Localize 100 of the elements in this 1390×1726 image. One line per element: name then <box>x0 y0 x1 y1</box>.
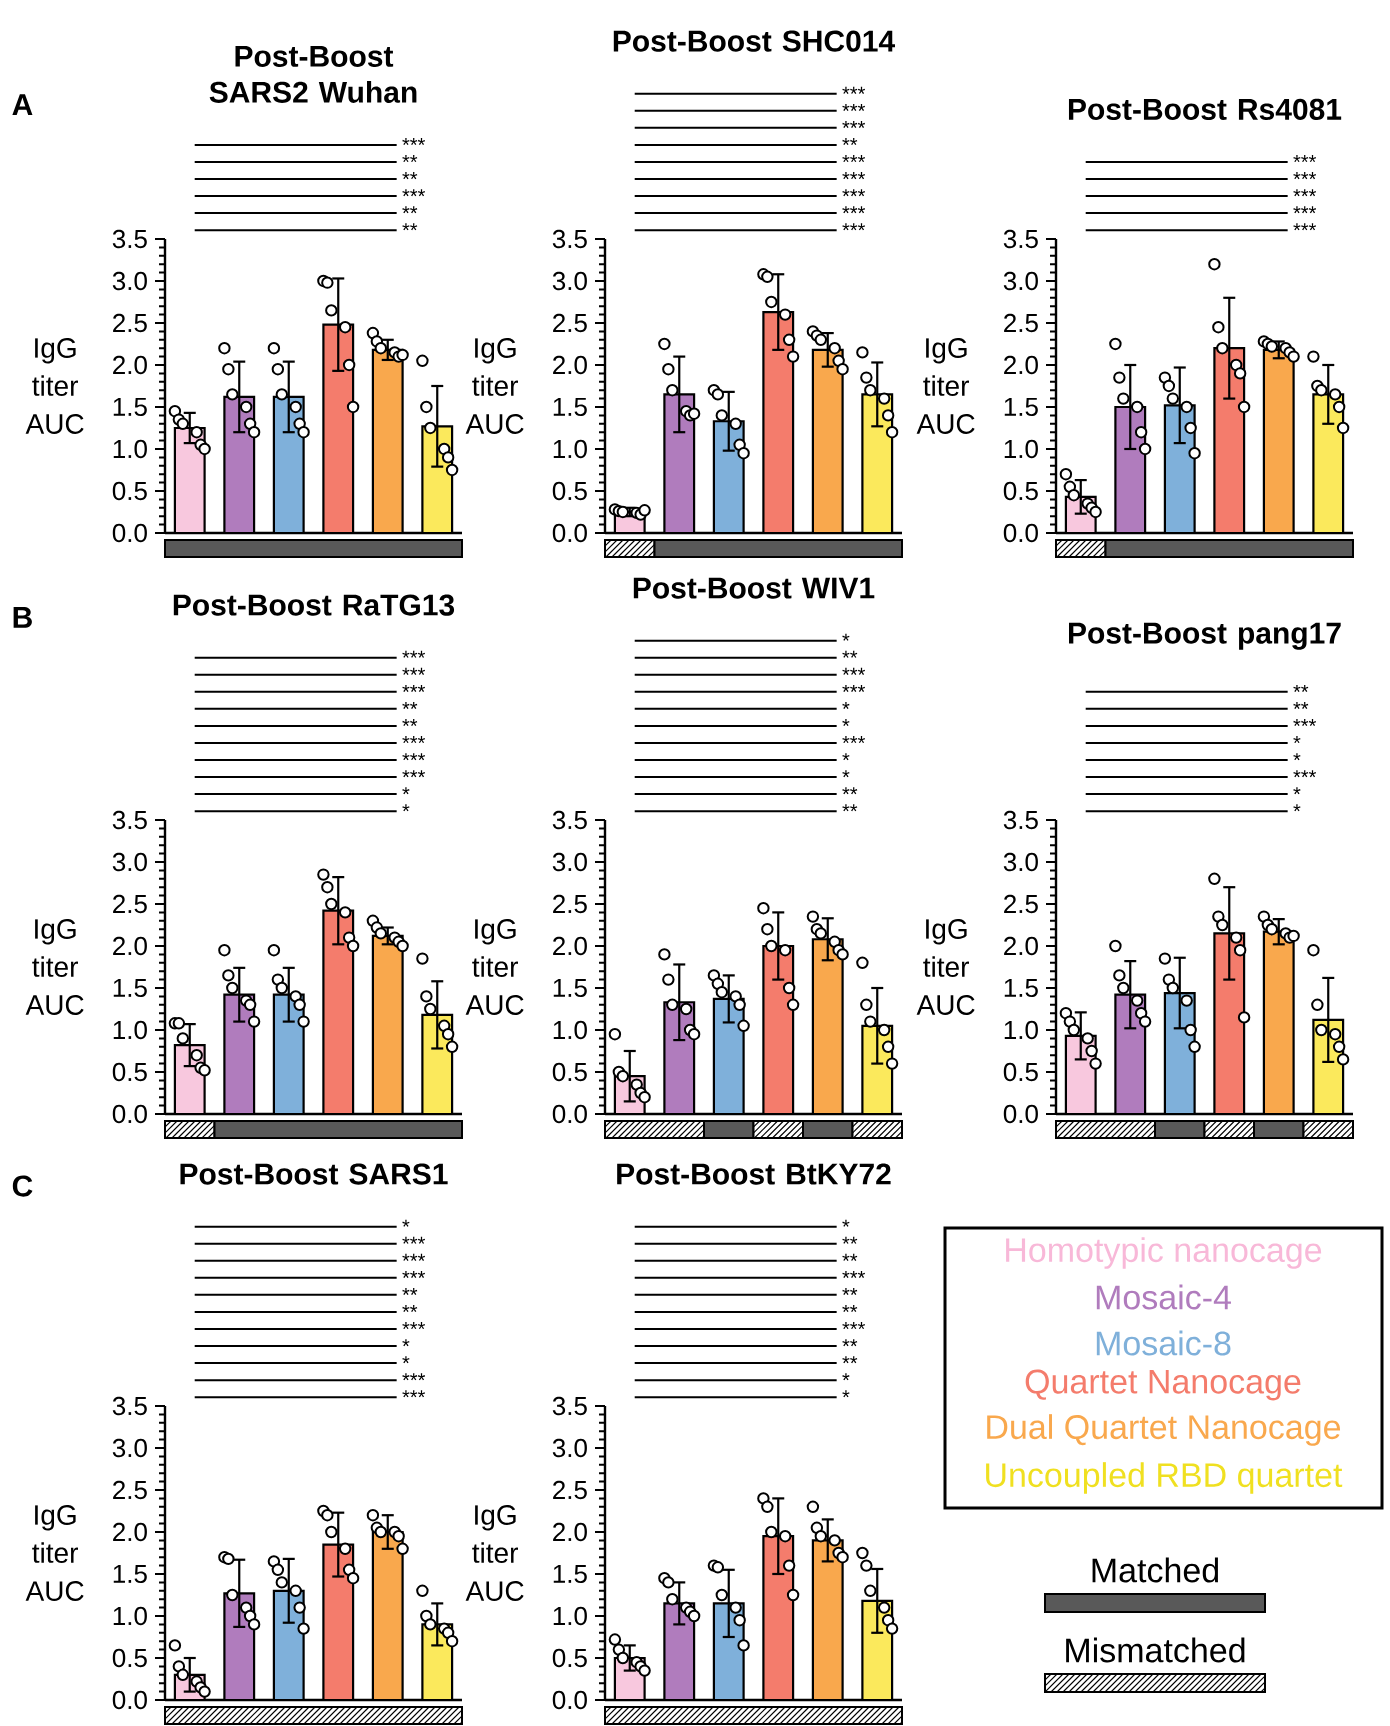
y-tick-label: 2.0 <box>553 355 587 375</box>
text: ** <box>842 804 858 812</box>
y-tick-label: 1.5 <box>553 978 587 998</box>
y-tick-label: 0.5 <box>552 481 587 501</box>
text: *** <box>402 684 426 692</box>
y-tick-label: 0.0 <box>112 1690 147 1710</box>
text: * <box>402 1339 410 1347</box>
text: ** <box>402 701 418 709</box>
y-tick-label: 0.0 <box>552 523 587 543</box>
text: ** <box>842 138 858 146</box>
text: *** <box>842 86 866 94</box>
text: *** <box>1293 155 1317 163</box>
y-tick-label: 2.0 <box>1004 355 1038 375</box>
y-tick-label: 0.5 <box>1003 481 1038 501</box>
text: * <box>1293 804 1301 812</box>
text: * <box>402 1356 410 1364</box>
y-tick-label: 2.5 <box>553 894 587 914</box>
text: * <box>842 701 850 709</box>
chart-subtitle: A <box>12 94 33 115</box>
text: * <box>402 804 410 812</box>
text: *** <box>1293 223 1317 231</box>
y-tick-label: 3.0 <box>1003 852 1038 872</box>
y-tick-label: 0.0 <box>552 1104 587 1124</box>
y-tick-label: 3.5 <box>112 1396 147 1416</box>
y-tick-label: 3.0 <box>1003 271 1038 291</box>
text: *** <box>1293 770 1317 778</box>
text: * <box>1293 736 1301 744</box>
text: *** <box>402 138 426 146</box>
text: * <box>842 1390 850 1398</box>
y-tick-label: 1.0 <box>553 1020 587 1040</box>
y-tick-label: 3.0 <box>112 852 147 872</box>
y-tick-label: 3.5 <box>112 229 147 249</box>
chart-title: Post-Boost WIV1 <box>633 577 875 599</box>
y-tick-label: 1.0 <box>1004 1020 1038 1040</box>
y-tick-label: 2.0 <box>113 1522 147 1542</box>
text: *** <box>402 650 426 658</box>
text: *** <box>402 189 426 197</box>
y-tick-label: 2.5 <box>1004 894 1038 914</box>
text: *** <box>842 189 866 197</box>
y-tick-label: 2.5 <box>113 894 147 914</box>
y-tick-label: 3.5 <box>1003 229 1038 249</box>
text: *** <box>402 667 426 675</box>
y-tick-label: 2.5 <box>113 313 147 333</box>
y-tick-label: 1.5 <box>553 397 587 417</box>
text: ** <box>842 650 858 658</box>
text: * <box>842 770 850 778</box>
text: * <box>842 719 850 727</box>
text: ** <box>402 206 418 214</box>
y-tick-label: 1.5 <box>113 1564 147 1584</box>
category-label: Mismatched <box>1066 1637 1245 1663</box>
text: ** <box>842 787 858 795</box>
y-axis-title: IgG titer AUC <box>25 338 84 434</box>
text: * <box>402 787 410 795</box>
text: ** <box>842 1305 858 1313</box>
text: ** <box>842 1287 858 1295</box>
y-tick-label: 1.0 <box>1004 439 1038 459</box>
chart-title: Post-Boost SHC014 <box>613 30 896 52</box>
chart-title: Post-Boost Rs4081 <box>1068 98 1342 120</box>
y-tick-label: 0.5 <box>112 1648 147 1668</box>
y-tick-label: 0.0 <box>112 1104 147 1124</box>
y-tick-label: 3.0 <box>552 1438 587 1458</box>
text: *** <box>402 736 426 744</box>
text: * <box>842 633 850 641</box>
y-tick-label: 2.5 <box>1004 313 1038 333</box>
category-label: Mosaic-4 <box>1096 1284 1231 1310</box>
text: ** <box>842 1253 858 1261</box>
text: *** <box>402 1236 426 1244</box>
text: *** <box>1293 206 1317 214</box>
text: *** <box>1293 189 1317 197</box>
text: *** <box>842 120 866 128</box>
y-tick-label: 3.0 <box>112 271 147 291</box>
y-tick-label: 0.0 <box>552 1690 587 1710</box>
text: * <box>1293 787 1301 795</box>
y-tick-label: 2.5 <box>113 1480 147 1500</box>
y-tick-label: 3.5 <box>552 1396 587 1416</box>
text: ** <box>842 1236 858 1244</box>
text: ** <box>842 1356 858 1364</box>
y-tick-label: 0.5 <box>552 1648 587 1668</box>
y-tick-label: 1.5 <box>113 397 147 417</box>
text: ** <box>402 1305 418 1313</box>
y-tick-label: 2.0 <box>113 936 147 956</box>
y-axis-title: IgG titer AUC <box>465 1505 524 1601</box>
y-tick-label: 3.5 <box>112 810 147 830</box>
chart-title: Post-Boost SARS1 <box>180 1163 448 1185</box>
text: *** <box>842 1270 866 1278</box>
y-tick-label: 1.0 <box>113 1020 147 1040</box>
y-tick-label: 2.0 <box>553 936 587 956</box>
y-tick-label: 1.5 <box>553 1564 587 1584</box>
text: *** <box>842 155 866 163</box>
text: *** <box>402 1373 426 1381</box>
y-axis-title: IgG titer AUC <box>25 1505 84 1601</box>
y-axis-title: IgG titer AUC <box>465 919 524 1015</box>
text: * <box>842 1219 850 1227</box>
y-tick-label: 3.0 <box>552 271 587 291</box>
text: *** <box>402 1253 426 1261</box>
category-label: Uncoupled RBD quartet <box>986 1462 1343 1494</box>
text: *** <box>402 1390 426 1398</box>
y-tick-label: 0.0 <box>112 523 147 543</box>
text: *** <box>842 172 866 180</box>
text: *** <box>842 223 866 231</box>
